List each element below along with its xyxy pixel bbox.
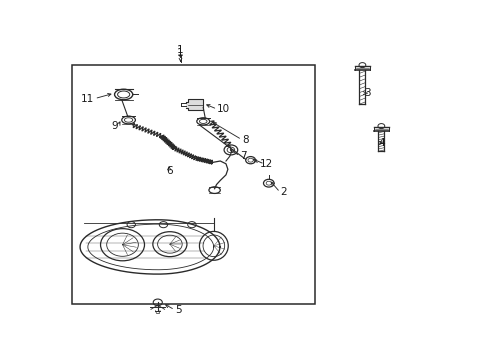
Text: 4: 4 bbox=[378, 138, 385, 148]
Text: 9: 9 bbox=[111, 121, 118, 131]
Text: 7: 7 bbox=[240, 151, 246, 161]
Text: 5: 5 bbox=[175, 305, 181, 315]
Text: 1: 1 bbox=[177, 45, 183, 55]
Text: 10: 10 bbox=[217, 104, 230, 114]
Text: 6: 6 bbox=[165, 166, 172, 176]
Polygon shape bbox=[186, 99, 203, 110]
Text: 11: 11 bbox=[81, 94, 94, 104]
Text: 1: 1 bbox=[177, 48, 183, 58]
Text: 2: 2 bbox=[280, 187, 286, 197]
Bar bbox=[72, 66, 314, 304]
Text: 3: 3 bbox=[364, 88, 370, 98]
Text: 12: 12 bbox=[259, 159, 272, 169]
Text: 8: 8 bbox=[242, 135, 248, 145]
